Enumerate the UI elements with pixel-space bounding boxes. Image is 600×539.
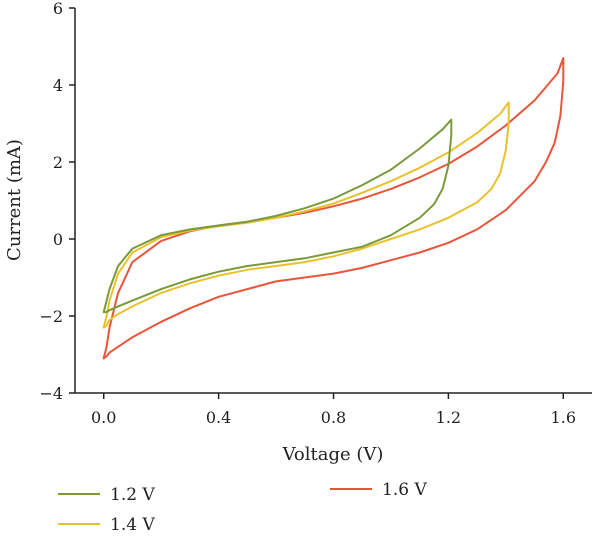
legend-item: 1.6 V bbox=[330, 480, 427, 500]
plot-axes: 0.0 0.4 0.8 1.2 1.6 −4 −2 0 2 4 6 bbox=[39, 0, 592, 427]
x-tick-label: 0.4 bbox=[206, 408, 231, 427]
legend-label: 1.6 V bbox=[382, 480, 427, 500]
legend-label: 1.4 V bbox=[110, 515, 155, 535]
x-tick-label: 1.6 bbox=[551, 408, 576, 427]
series-layer bbox=[102, 57, 565, 360]
y-tick-label: 4 bbox=[53, 76, 63, 95]
series-line-1-6-v bbox=[102, 57, 565, 360]
legend-item: 1.2 V bbox=[58, 485, 155, 505]
x-tick-label: 0.8 bbox=[321, 408, 346, 427]
series-line-1-4-v bbox=[102, 101, 510, 329]
x-ticks: 0.0 0.4 0.8 1.2 1.6 bbox=[91, 393, 576, 427]
x-tick-label: 1.2 bbox=[436, 408, 461, 427]
y-tick-label: 0 bbox=[53, 230, 63, 249]
legend-label: 1.2 V bbox=[110, 485, 155, 505]
legend-item: 1.4 V bbox=[58, 515, 155, 535]
series-line-1-2-v bbox=[102, 118, 453, 314]
y-tick-label: 2 bbox=[53, 153, 63, 172]
y-tick-label: 6 bbox=[53, 0, 63, 18]
y-ticks: −4 −2 0 2 4 6 bbox=[39, 0, 75, 403]
y-axis-title: Current (mA) bbox=[4, 139, 25, 261]
y-tick-label: −2 bbox=[39, 307, 63, 326]
x-axis-title: Voltage (V) bbox=[282, 444, 384, 465]
legend: 1.2 V 1.4 V 1.6 V bbox=[58, 480, 427, 535]
x-tick-label: 0.0 bbox=[91, 408, 116, 427]
y-tick-label: −4 bbox=[39, 384, 63, 403]
